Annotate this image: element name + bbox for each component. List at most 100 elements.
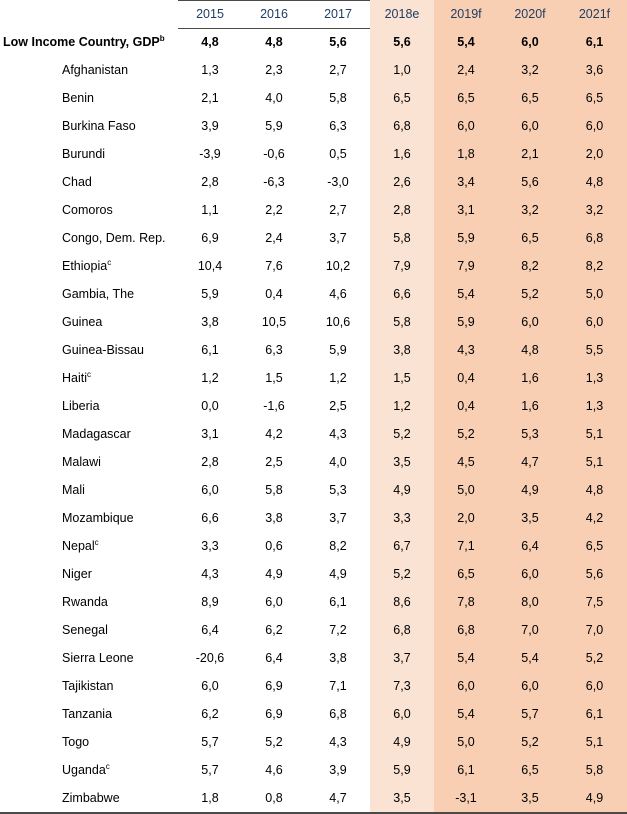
value-cell: 5,8 bbox=[370, 308, 434, 336]
value-cell: 10,2 bbox=[325, 259, 351, 273]
country-name: Mozambique bbox=[62, 504, 178, 532]
footnote-marker: c bbox=[107, 258, 112, 267]
footnote-marker: c bbox=[105, 762, 110, 771]
value-cell: 5,8 bbox=[562, 756, 627, 784]
value-cell: 0,4 bbox=[265, 287, 283, 301]
value-cell: 3,2 bbox=[498, 196, 562, 224]
value-cell: 5,4 bbox=[434, 28, 498, 56]
value-cell: 5,9 bbox=[329, 343, 347, 357]
table-row: Madagascar 3,1 4,2 4,3 5,2 5,2 5,3 5,1 bbox=[0, 420, 627, 448]
value-cell: 6,0 bbox=[498, 28, 562, 56]
value-cell: 5,9 bbox=[370, 756, 434, 784]
country-name: Tanzania bbox=[62, 700, 178, 728]
value-cell: 6,2 bbox=[265, 623, 283, 637]
row-label-text: Uganda bbox=[62, 763, 106, 777]
value-cell: 6,0 bbox=[562, 308, 627, 336]
value-cell: 2,6 bbox=[370, 168, 434, 196]
value-cell: 1,2 bbox=[329, 371, 347, 385]
value-cell: 0,5 bbox=[329, 147, 347, 161]
value-cell: 3,8 bbox=[265, 511, 283, 525]
value-cell: 7,9 bbox=[434, 252, 498, 280]
row-label-text: Mali bbox=[62, 483, 85, 497]
value-cell: 6,5 bbox=[498, 84, 562, 112]
value-cell: 1,5 bbox=[370, 364, 434, 392]
row-label-text: Afghanistan bbox=[62, 63, 129, 77]
value-cell: 3,2 bbox=[498, 56, 562, 84]
value-cell: 6,8 bbox=[370, 112, 434, 140]
value-cell: 6,1 bbox=[562, 700, 627, 728]
table-row: Ugandac 5,7 4,6 3,9 5,9 6,1 6,5 5,8 bbox=[0, 756, 627, 784]
value-cell: 3,5 bbox=[370, 784, 434, 812]
value-cell: 6,0 bbox=[498, 308, 562, 336]
value-cell: 4,0 bbox=[265, 91, 283, 105]
row-label-text: Togo bbox=[62, 735, 90, 749]
value-cell: 4,3 bbox=[201, 567, 219, 581]
row-label-text: Gambia, The bbox=[62, 287, 135, 301]
value-cell: 6,5 bbox=[434, 84, 498, 112]
summary-label: Low Income Country, GDPb bbox=[3, 28, 181, 56]
value-cell: 3,2 bbox=[562, 196, 627, 224]
value-cell: 3,3 bbox=[201, 539, 219, 553]
country-name: Zimbabwe bbox=[62, 784, 178, 812]
value-cell: 5,2 bbox=[370, 560, 434, 588]
value-cell: 3,9 bbox=[201, 119, 219, 133]
value-cell: 6,0 bbox=[498, 560, 562, 588]
value-cell: 4,0 bbox=[329, 455, 347, 469]
value-cell: 1,6 bbox=[498, 364, 562, 392]
value-cell: 5,7 bbox=[498, 700, 562, 728]
value-cell: 6,0 bbox=[434, 112, 498, 140]
value-cell: 7,8 bbox=[434, 588, 498, 616]
value-cell: 10,4 bbox=[197, 259, 223, 273]
row-label-text: Nepal bbox=[62, 539, 95, 553]
value-cell: 6,2 bbox=[201, 707, 219, 721]
row-label-text: Burundi bbox=[62, 147, 106, 161]
value-cell: 5,0 bbox=[562, 280, 627, 308]
value-cell: 6,6 bbox=[201, 511, 219, 525]
row-label-text: Tanzania bbox=[62, 707, 113, 721]
value-cell: 5,5 bbox=[562, 336, 627, 364]
value-cell: 2,0 bbox=[434, 504, 498, 532]
value-cell: 4,3 bbox=[329, 735, 347, 749]
value-cell: 3,9 bbox=[329, 763, 347, 777]
value-cell: -1,6 bbox=[263, 399, 285, 413]
value-cell: 5,0 bbox=[434, 728, 498, 756]
value-cell: 1,8 bbox=[434, 140, 498, 168]
country-name: Senegal bbox=[62, 616, 178, 644]
table-row: Mali 6,0 5,8 5,3 4,9 5,0 4,9 4,8 bbox=[0, 476, 627, 504]
row-label-text: Mozambique bbox=[62, 511, 134, 525]
value-cell: 6,8 bbox=[370, 616, 434, 644]
value-cell: 6,7 bbox=[370, 532, 434, 560]
table-row: Tajikistan 6,0 6,9 7,1 7,3 6,0 6,0 6,0 bbox=[0, 672, 627, 700]
row-label-text: Senegal bbox=[62, 623, 108, 637]
value-cell: 7,1 bbox=[434, 532, 498, 560]
value-cell: 6,8 bbox=[329, 707, 347, 721]
country-name: Sierra Leone bbox=[62, 644, 178, 672]
value-cell: 5,3 bbox=[498, 420, 562, 448]
value-cell: 3,3 bbox=[370, 504, 434, 532]
value-cell: 5,6 bbox=[329, 35, 347, 49]
row-label-text: Ethiopia bbox=[62, 259, 108, 273]
country-name: Niger bbox=[62, 560, 178, 588]
value-cell: 2,5 bbox=[329, 399, 347, 413]
row-label-text: Burkina Faso bbox=[62, 119, 136, 133]
value-cell: 4,2 bbox=[265, 427, 283, 441]
value-cell: 6,4 bbox=[201, 623, 219, 637]
value-cell: 2,3 bbox=[265, 63, 283, 77]
header-label-cell bbox=[62, 0, 178, 28]
row-label-text: Guinea bbox=[62, 315, 103, 329]
value-cell: -3,9 bbox=[199, 147, 221, 161]
value-cell: 3,7 bbox=[329, 511, 347, 525]
value-cell: 6,5 bbox=[498, 756, 562, 784]
table-row: Chad 2,8 -6,3 -3,0 2,6 3,4 5,6 4,8 bbox=[0, 168, 627, 196]
value-cell: 2,4 bbox=[434, 56, 498, 84]
value-cell: 3,5 bbox=[370, 448, 434, 476]
table-bottom-rule bbox=[0, 812, 627, 814]
value-cell: 4,8 bbox=[562, 168, 627, 196]
value-cell: 0,0 bbox=[201, 399, 219, 413]
value-cell: 4,9 bbox=[370, 728, 434, 756]
value-cell: 8,2 bbox=[329, 539, 347, 553]
value-cell: -20,6 bbox=[195, 651, 225, 665]
value-cell: 6,0 bbox=[498, 672, 562, 700]
value-cell: 7,0 bbox=[498, 616, 562, 644]
value-cell: 3,6 bbox=[562, 56, 627, 84]
